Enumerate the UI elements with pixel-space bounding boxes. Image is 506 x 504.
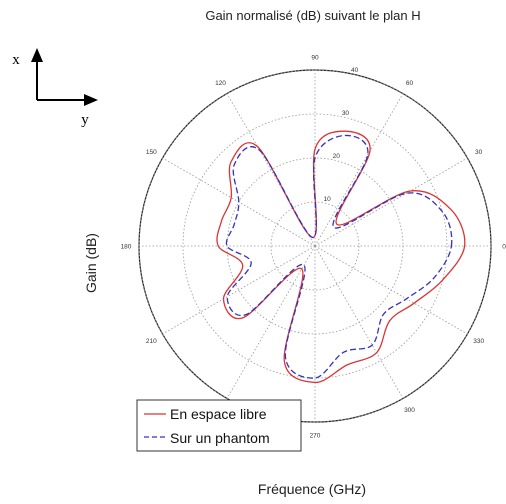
angle-tick-label: 120 [215,80,226,87]
radial-tick-label: 10 [324,196,332,203]
radial-grid-circle [182,113,448,379]
angle-tick-label: 270 [310,433,321,440]
legend-label-series-1: En espace libre [170,406,267,422]
angle-tick-label: 300 [404,407,415,414]
y-axis-indicator-label: y [81,112,89,128]
angular-grid-spoke [162,245,316,335]
x-axis-label: Fréquence (GHz) [258,481,366,497]
angular-grid-spoke [314,93,404,247]
radial-tick-label: 30 [342,110,350,117]
legend: En espace libre Sur un phantom [136,399,302,452]
x-axis-indicator-label: x [12,52,20,68]
y-axis-label: Gain (dB) [83,233,99,293]
angular-grid-spoke [314,245,468,335]
angular-grid-spoke [226,245,316,399]
angle-tick-label: 30 [475,149,483,156]
angular-grid-spoke [314,245,404,399]
angle-tick-label: 90 [311,55,319,62]
angle-tick-label: 180 [121,244,132,251]
y-arrow-head-icon [84,94,98,106]
legend-box [136,399,302,452]
angular-grid-spoke [314,157,468,247]
radial-tick-label: 20 [333,153,341,160]
angle-tick-label: 150 [146,149,157,156]
legend-label-series-2: Sur un phantom [170,430,270,446]
axes-indicator: x y [12,48,98,128]
angle-tick-label: 0 [502,244,506,251]
angle-tick-label: 330 [473,338,484,345]
angle-tick-label: 60 [406,80,414,87]
series-line-1 [216,130,466,384]
angle-tick-label: 210 [146,338,157,345]
series-line-2 [225,134,453,379]
chart-title: Gain normalisé (dB) suivant le plan H [205,8,420,23]
radial-tick-label: 40 [351,67,359,74]
x-arrow-head-icon [31,48,43,62]
